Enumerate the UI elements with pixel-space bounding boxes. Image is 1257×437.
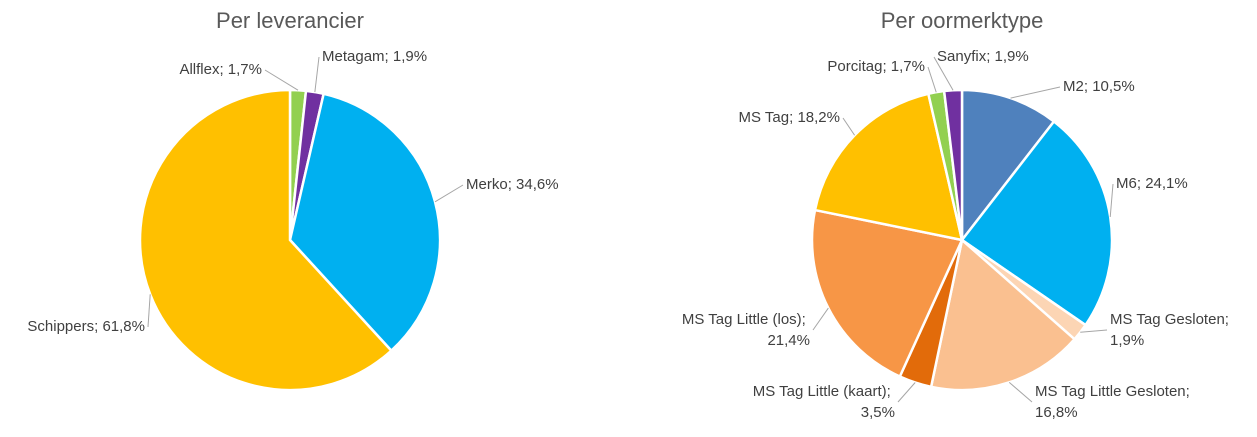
label-value: 3,5% xyxy=(861,404,895,421)
label-value: 21,4% xyxy=(767,332,810,349)
label-separator: ; xyxy=(219,61,227,78)
data-label: M6; 24,1% xyxy=(1116,175,1188,192)
label-category: MS Tag xyxy=(739,109,790,126)
label-value: 1,9% xyxy=(1110,332,1144,349)
label-value: 1,9% xyxy=(995,48,1029,65)
data-label: MS Tag Little (los); 21,4% xyxy=(682,311,810,349)
leader-line xyxy=(812,307,829,331)
leader-line xyxy=(1008,381,1033,403)
label-category: Porcitag xyxy=(827,58,882,75)
data-label: Allflex; 1,7% xyxy=(179,61,262,78)
leader-line xyxy=(897,382,916,403)
leader-line xyxy=(1010,86,1061,99)
data-label: M2; 10,5% xyxy=(1063,78,1135,95)
leader-line xyxy=(842,117,856,136)
label-separator: ; xyxy=(986,48,994,65)
label-value: 1,7% xyxy=(891,58,925,75)
label-category: Metagam xyxy=(322,48,385,65)
pie-slice xyxy=(960,119,1114,327)
leader-line xyxy=(264,69,299,91)
label-separator: ; xyxy=(882,58,890,75)
pie-slice xyxy=(810,208,964,379)
data-label: MS Tag Gesloten; 1,9% xyxy=(1110,311,1233,349)
label-separator: ; xyxy=(802,311,810,328)
label-category: MS Tag Little (los) xyxy=(682,311,802,328)
label-category: MS Tag Gesloten xyxy=(1110,311,1225,328)
label-category: M6 xyxy=(1116,175,1137,192)
label-value: 1,9% xyxy=(393,48,427,65)
chart-title: Per oormerktype xyxy=(881,8,1044,33)
leader-line xyxy=(1080,329,1108,333)
label-value: 34,6% xyxy=(516,176,559,193)
leader-line xyxy=(434,184,464,203)
label-separator: ; xyxy=(887,383,895,400)
label-value: 24,1% xyxy=(1145,175,1188,192)
leader-line xyxy=(933,56,954,91)
label-separator: ; xyxy=(385,48,393,65)
data-label: Sanyfix; 1,9% xyxy=(937,48,1029,65)
leader-line xyxy=(314,56,320,93)
label-category: MS Tag Little Gesloten xyxy=(1035,383,1186,400)
label-category: MS Tag Little (kaart) xyxy=(753,383,887,400)
pie-slice xyxy=(813,92,964,242)
label-category: Allflex xyxy=(179,61,220,78)
data-label: MS Tag Little (kaart); 3,5% xyxy=(753,383,895,421)
label-category: Sanyfix xyxy=(937,48,987,65)
label-separator: ; xyxy=(508,176,516,193)
data-label: Schippers; 61,8% xyxy=(27,318,145,335)
data-label: Metagam; 1,9% xyxy=(322,48,427,65)
label-category: Schippers xyxy=(27,318,94,335)
leader-line xyxy=(147,294,151,328)
data-label: Porcitag; 1,7% xyxy=(827,58,925,75)
leader-line xyxy=(927,66,937,93)
leader-line xyxy=(1109,183,1114,218)
label-value: 1,7% xyxy=(228,61,262,78)
label-separator: ; xyxy=(1137,175,1145,192)
data-label: MS Tag; 18,2% xyxy=(739,109,840,126)
label-separator: ; xyxy=(1225,311,1233,328)
label-category: Merko xyxy=(466,176,508,193)
chart-title: Per leverancier xyxy=(216,8,364,33)
label-separator: ; xyxy=(94,318,102,335)
label-value: 61,8% xyxy=(102,318,145,335)
data-label: Merko; 34,6% xyxy=(466,176,559,193)
label-separator: ; xyxy=(1186,383,1194,400)
label-category: M2 xyxy=(1063,78,1084,95)
label-separator: ; xyxy=(789,109,797,126)
label-value: 16,8% xyxy=(1035,404,1078,421)
label-value: 10,5% xyxy=(1092,78,1135,95)
label-separator: ; xyxy=(1084,78,1092,95)
data-label: MS Tag Little Gesloten; 16,8% xyxy=(1035,383,1194,421)
label-value: 18,2% xyxy=(797,109,840,126)
